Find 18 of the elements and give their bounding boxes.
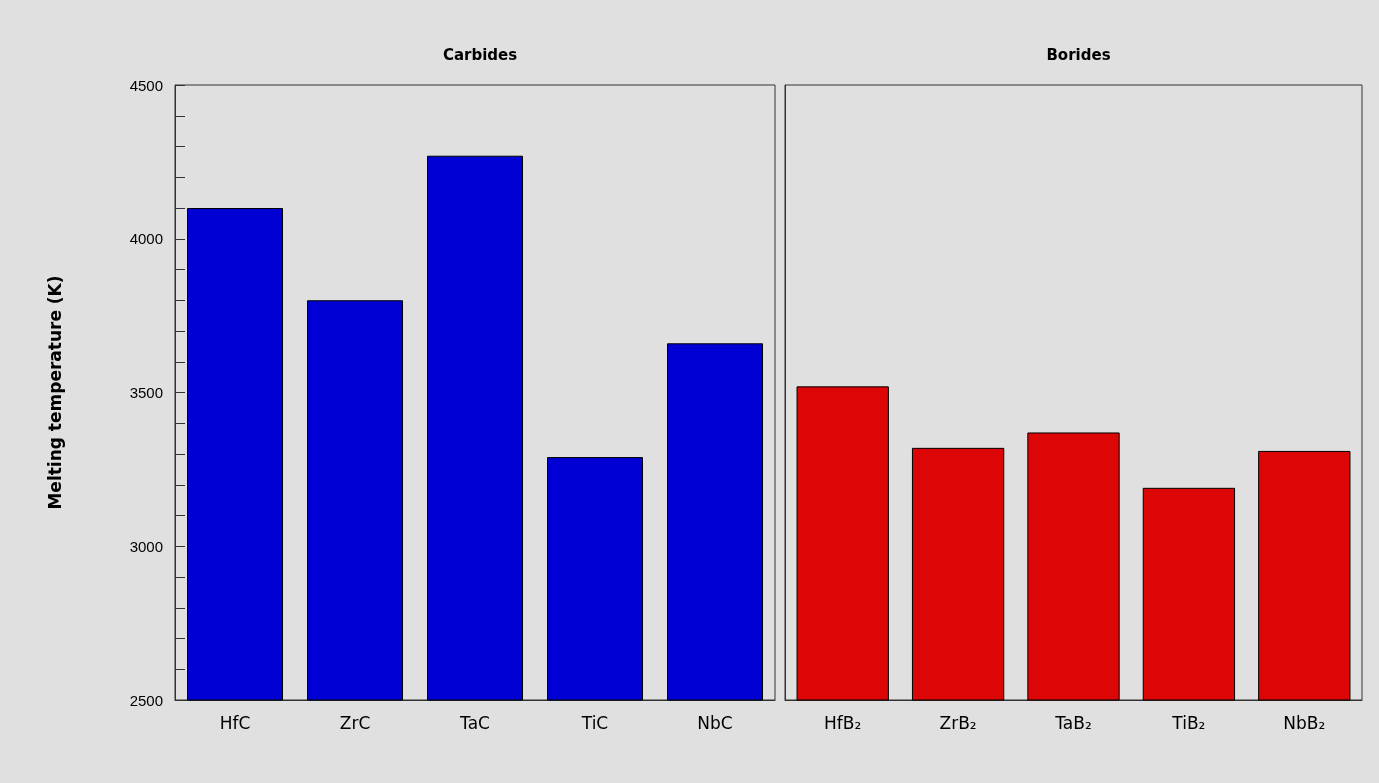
y-tick-label: 4000 (129, 230, 163, 248)
chart-title: Borides (1046, 45, 1111, 64)
x-tick-label: NbB₂ (1283, 712, 1326, 733)
x-tick-label: TiC (580, 712, 609, 733)
chart-title: Carbides (442, 45, 518, 64)
x-tick-label: TiB₂ (1171, 712, 1206, 733)
x-tick-label: HfC (219, 712, 251, 733)
x-tick-label: ZrB₂ (939, 712, 977, 733)
x-tick-label: TaC (459, 712, 490, 733)
y-tick-label: 4500 (129, 76, 163, 94)
x-tick-label: TaB₂ (1054, 712, 1092, 733)
y-tick-label: 3000 (129, 537, 163, 555)
x-tick-label: HfB₂ (824, 712, 862, 733)
x-tick-label: ZrC (339, 712, 371, 733)
x-tick-label: NbC (697, 712, 733, 733)
y-tick-label: 3500 (129, 384, 163, 401)
y-axis-title: Melting temperature (K) (44, 275, 65, 510)
y-tick-label: 2500 (129, 691, 163, 709)
